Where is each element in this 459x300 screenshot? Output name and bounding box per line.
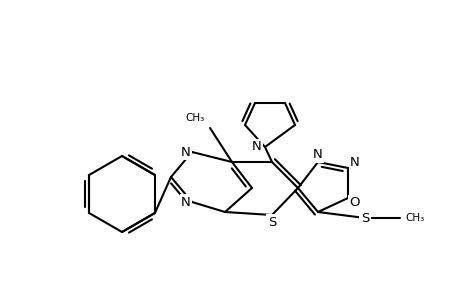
Text: N: N	[181, 196, 190, 208]
Text: S: S	[360, 212, 369, 224]
Text: S: S	[267, 215, 275, 229]
Text: N: N	[349, 157, 359, 169]
Text: CH₃: CH₃	[404, 213, 423, 223]
Text: N: N	[313, 148, 322, 161]
Text: N: N	[252, 140, 261, 154]
Text: O: O	[349, 196, 359, 209]
Text: CH₃: CH₃	[185, 113, 205, 123]
Text: N: N	[181, 146, 190, 158]
